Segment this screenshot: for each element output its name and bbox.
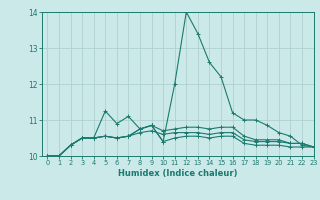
X-axis label: Humidex (Indice chaleur): Humidex (Indice chaleur) [118,169,237,178]
